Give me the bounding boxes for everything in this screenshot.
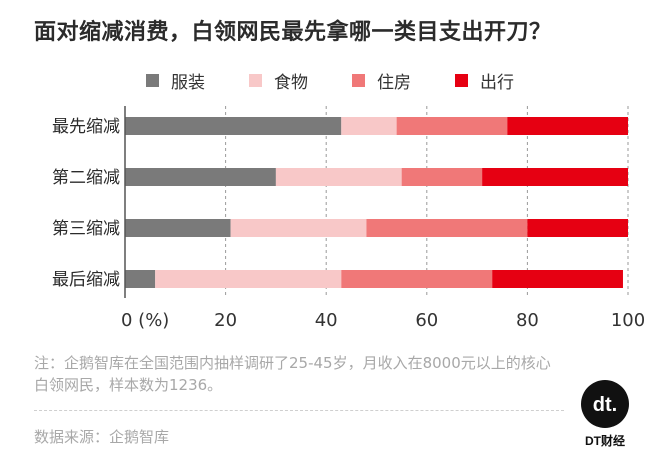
bar-segment bbox=[125, 168, 276, 186]
bar-segment bbox=[401, 168, 483, 186]
logo-label: DT财经 bbox=[585, 434, 625, 448]
footnote: 注：企鹅智库在全国范围内抽样调研了25-45岁，月收入在8000元以上的核心白领… bbox=[34, 354, 551, 394]
legend-swatch bbox=[455, 74, 468, 87]
legend-label: 住房 bbox=[377, 73, 411, 93]
chart-title: 面对缩减消费，白领网民最先拿哪一类目支出开刀？ bbox=[34, 20, 552, 45]
x-tick-label: 40 bbox=[315, 310, 338, 331]
bar-segment bbox=[125, 219, 231, 237]
legend-swatch bbox=[249, 74, 262, 87]
source-text: 数据来源：企鹅智库 bbox=[34, 428, 170, 446]
legend-item: 出行 bbox=[455, 68, 514, 93]
logo-mark-icon: dt. bbox=[581, 380, 629, 428]
bar-segment bbox=[341, 270, 493, 288]
divider bbox=[34, 410, 564, 411]
bar-segment bbox=[125, 117, 342, 135]
legend-label: 食物 bbox=[274, 73, 308, 93]
bar-segment bbox=[125, 270, 156, 288]
bar-segment bbox=[507, 117, 628, 135]
bar-segment bbox=[155, 270, 342, 288]
bar-segment bbox=[396, 117, 508, 135]
legend-label: 出行 bbox=[480, 73, 514, 93]
category-label: 第二缩减 bbox=[52, 168, 120, 188]
x-tick-label: 80 bbox=[516, 310, 539, 331]
bar-segment bbox=[230, 219, 367, 237]
x-tick-label: 60 bbox=[415, 310, 438, 331]
x-tick-label: 20 bbox=[214, 310, 237, 331]
bar-segment bbox=[341, 117, 397, 135]
category-label: 最后缩减 bbox=[52, 270, 120, 290]
logo-mark-text: dt. bbox=[593, 394, 617, 416]
bar-segment bbox=[366, 219, 528, 237]
legend-item: 住房 bbox=[352, 68, 411, 93]
category-label: 最先缩减 bbox=[52, 117, 120, 137]
legend-item: 服装 bbox=[146, 68, 205, 93]
x-tick-label: 0 (%) bbox=[121, 310, 169, 331]
x-tick-label: 100 bbox=[611, 310, 645, 331]
bar-segment bbox=[492, 270, 623, 288]
bar-segment bbox=[527, 219, 628, 237]
bar-segment bbox=[275, 168, 402, 186]
category-label: 第三缩减 bbox=[52, 219, 120, 239]
legend: 服装 食物 住房 出行 bbox=[0, 68, 660, 93]
legend-swatch bbox=[146, 74, 159, 87]
legend-label: 服装 bbox=[171, 73, 205, 93]
bar-segment bbox=[482, 168, 628, 186]
legend-swatch bbox=[352, 74, 365, 87]
dt-logo: dt. DT财经 bbox=[578, 380, 632, 449]
legend-item: 食物 bbox=[249, 68, 308, 93]
